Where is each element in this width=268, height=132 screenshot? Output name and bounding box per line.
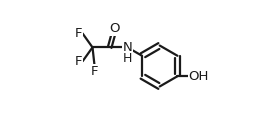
- Text: F: F: [91, 65, 98, 78]
- Text: F: F: [75, 55, 83, 68]
- Text: OH: OH: [189, 70, 209, 83]
- Text: F: F: [75, 27, 83, 40]
- Text: H: H: [123, 53, 132, 65]
- Text: N: N: [123, 41, 132, 54]
- Text: O: O: [110, 22, 120, 35]
